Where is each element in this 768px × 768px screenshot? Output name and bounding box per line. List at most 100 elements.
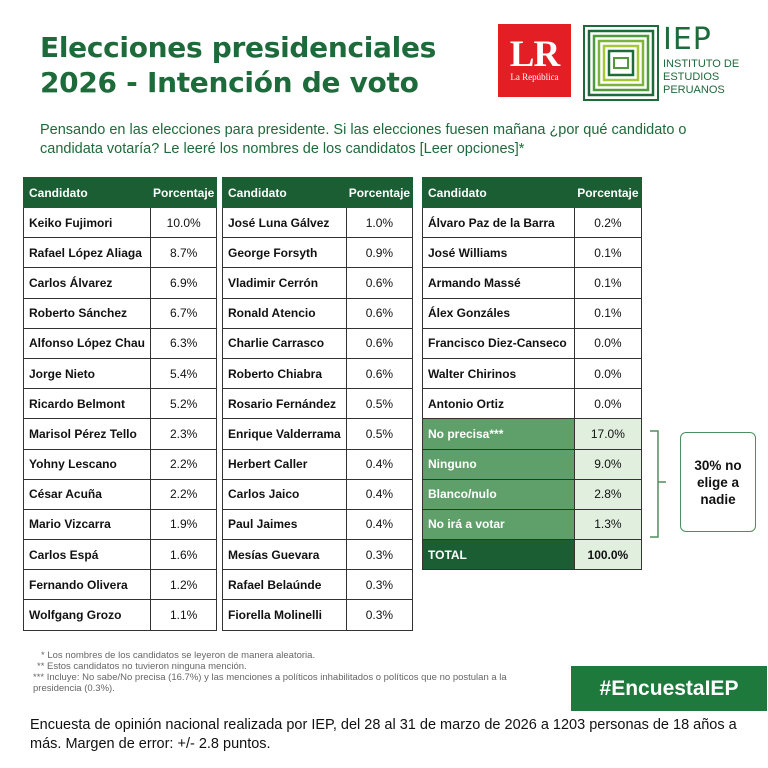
candidate-percentage: 1.3% (573, 508, 643, 541)
lr-logo-letters: LR (509, 34, 560, 75)
candidate-percentage: 17.0% (573, 418, 643, 450)
iep-sub-line-3: PERUANOS (663, 84, 725, 96)
candidate-percentage: 2.2% (149, 448, 218, 480)
candidate-percentage: 1.0% (345, 206, 414, 239)
table-row: No precisa*** 17.0% (422, 418, 643, 450)
candidate-name: Walter Chirinos (422, 357, 575, 390)
table-header-row: Candidato Porcentaje (23, 177, 218, 208)
candidate-name: Rafael Belaúnde (222, 569, 347, 601)
table-row: César Acuña 2.2% (23, 478, 218, 510)
column-header-candidate: Candidato (222, 177, 347, 208)
table-row: Ronald Atencio 0.6% (222, 297, 414, 329)
no-choice-annotation: 30% no elige a nadie (680, 432, 756, 532)
candidate-name: Enrique Valderrama (222, 418, 347, 450)
candidate-percentage: 0.3% (345, 539, 414, 571)
candidate-percentage: 0.6% (345, 267, 414, 299)
candidate-name: José Luna Gálvez (222, 206, 347, 239)
candidate-percentage: 2.3% (149, 418, 218, 450)
iep-subtitle: INSTITUTO DE ESTUDIOS PERUANOS (663, 58, 739, 97)
table-row: Marisol Pérez Tello 2.3% (23, 418, 218, 450)
table-row: Álex Gonzáles 0.1% (422, 297, 643, 329)
candidate-name: José Williams (422, 237, 575, 269)
table-row: Herbert Caller 0.4% (222, 448, 414, 480)
column-header-percentage: Porcentaje (345, 177, 414, 208)
table-row: Walter Chirinos 0.0% (422, 357, 643, 390)
candidate-percentage: 6.7% (149, 297, 218, 329)
table-row: Carlos Jaico 0.4% (222, 478, 414, 510)
candidate-name: Keiko Fujimori (23, 206, 151, 239)
candidate-name: Carlos Álvarez (23, 267, 151, 299)
footnote-2: ** Estos candidatos no tuvieron ninguna … (37, 661, 247, 672)
table-header-row: Candidato Porcentaje (222, 177, 414, 208)
candidate-percentage: 1.9% (149, 508, 218, 541)
table-row: Blanco/nulo 2.8% (422, 478, 643, 510)
candidate-name: Fernando Olivera (23, 569, 151, 601)
survey-question: Pensando en las elecciones para presiden… (40, 122, 687, 157)
candidate-name: Yohny Lescano (23, 448, 151, 480)
survey-methodology: Encuesta de opinión nacional realizada p… (30, 717, 737, 752)
table-row: Francisco Diez-Canseco 0.0% (422, 327, 643, 359)
candidate-percentage: 2.8% (573, 478, 643, 510)
table-row: Fernando Olivera 1.2% (23, 569, 218, 601)
candidate-percentage: 2.2% (149, 478, 218, 510)
iep-mark-icon (583, 25, 659, 101)
iep-name: IEP (663, 22, 712, 57)
candidate-percentage: 0.4% (345, 478, 414, 510)
candidate-table-1: Candidato Porcentaje Keiko Fujimori 10.0%… (23, 177, 218, 631)
footnotes: * Los nombres de los candidatos se leyer… (33, 650, 553, 694)
candidate-percentage: 10.0% (149, 206, 218, 239)
table-row: José Luna Gálvez 1.0% (222, 206, 414, 239)
candidate-percentage: 0.3% (345, 599, 414, 631)
candidate-name: Jorge Nieto (23, 357, 151, 390)
table-row: Mesías Guevara 0.3% (222, 539, 414, 571)
candidate-name: No irá a votar (422, 508, 575, 541)
candidate-name: César Acuña (23, 478, 151, 510)
table-row: Carlos Álvarez 6.9% (23, 267, 218, 299)
lr-logo-text: La República (510, 72, 559, 82)
candidate-table-2: Candidato Porcentaje José Luna Gálvez 1.0… (222, 177, 414, 631)
candidate-name: Mario Vizcarra (23, 508, 151, 541)
candidate-percentage: 0.0% (573, 327, 643, 359)
candidate-percentage: 0.0% (573, 357, 643, 390)
iep-sub-line-1: INSTITUTO DE (663, 58, 740, 70)
candidate-name: George Forsyth (222, 237, 347, 269)
candidate-percentage: 0.2% (573, 206, 643, 239)
candidate-name: Álex Gonzáles (422, 297, 575, 329)
table-row: Ninguno 9.0% (422, 448, 643, 480)
page-title: Elecciones presidenciales 2026 - Intenci… (40, 30, 480, 100)
table-row: Alfonso López Chau 6.3% (23, 327, 218, 359)
candidate-percentage: 1.1% (149, 599, 218, 631)
la-republica-logo: LR La República (498, 24, 571, 97)
candidate-percentage: 0.0% (573, 388, 643, 420)
table-row: Mario Vizcarra 1.9% (23, 508, 218, 541)
table-row: George Forsyth 0.9% (222, 237, 414, 269)
candidate-name: Vladimir Cerrón (222, 267, 347, 299)
candidate-percentage: 0.1% (573, 237, 643, 269)
candidate-name: Fiorella Molinelli (222, 599, 347, 631)
table-row: Enrique Valderrama 0.5% (222, 418, 414, 450)
candidate-percentage: 0.9% (345, 237, 414, 269)
candidate-name: Mesías Guevara (222, 539, 347, 571)
table-row: Armando Massé 0.1% (422, 267, 643, 299)
table-row: Charlie Carrasco 0.6% (222, 327, 414, 359)
candidate-percentage: 6.9% (149, 267, 218, 299)
table-row: Rafael Belaúnde 0.3% (222, 569, 414, 601)
table-row: Rosario Fernández 0.5% (222, 388, 414, 420)
candidate-percentage: 0.5% (345, 418, 414, 450)
candidate-name: Rafael López Aliaga (23, 237, 151, 269)
table-row: Vladimir Cerrón 0.6% (222, 267, 414, 299)
candidate-percentage: 100.0% (573, 539, 643, 571)
candidate-name: Ricardo Belmont (23, 388, 151, 420)
table-row: Ricardo Belmont 5.2% (23, 388, 218, 420)
candidate-name: Ninguno (422, 448, 575, 480)
candidate-name: Carlos Espá (23, 539, 151, 571)
table-row: Keiko Fujimori 10.0% (23, 206, 218, 239)
candidate-percentage: 5.2% (149, 388, 218, 420)
candidate-name: Wolfgang Grozo (23, 599, 151, 631)
bracket-icon (650, 430, 666, 538)
table-row: Jorge Nieto 5.4% (23, 357, 218, 390)
column-header-percentage: Porcentaje (149, 177, 218, 208)
candidate-percentage: 0.6% (345, 327, 414, 359)
table-row: Wolfgang Grozo 1.1% (23, 599, 218, 631)
candidate-name: Rosario Fernández (222, 388, 347, 420)
